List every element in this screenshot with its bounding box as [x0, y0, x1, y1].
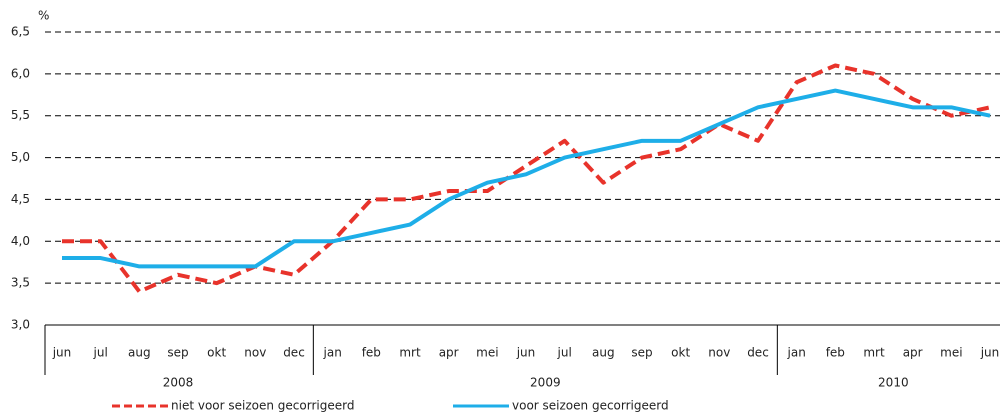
x-tick-label: apr — [439, 346, 459, 360]
x-tick-label: feb — [826, 346, 845, 360]
x-tick-label: nov — [244, 346, 266, 360]
x-tick-label: sep — [167, 346, 188, 360]
x-tick-label: aug — [128, 346, 151, 360]
x-tick-label: jun — [516, 346, 536, 360]
x-tick-label: nov — [708, 346, 730, 360]
y-tick-label: 4,0 — [11, 234, 30, 248]
x-tick-label: jul — [93, 346, 108, 360]
y-tick-label: 5,0 — [11, 150, 30, 164]
x-tick-label: sep — [631, 346, 652, 360]
legend-label: niet voor seizoen gecorrigeerd — [171, 399, 354, 413]
group-label: 2010 — [878, 376, 909, 390]
x-tick-label: jul — [557, 346, 572, 360]
x-tick-label: dec — [747, 346, 769, 360]
legend-label: voor seizoen gecorrigeerd — [512, 399, 669, 413]
y-unit: % — [38, 9, 49, 23]
y-tick-label: 5,5 — [11, 108, 30, 122]
x-tick-label: mei — [940, 346, 962, 360]
series-line — [62, 63, 991, 294]
y-tick-label: 6,0 — [11, 66, 30, 80]
x-tick-label: dec — [283, 346, 305, 360]
y-tick-label: 6,5 — [11, 25, 30, 39]
y-tick-label: 3,5 — [11, 276, 30, 290]
x-tick-label: jun — [980, 346, 1000, 360]
group-label: 2008 — [163, 376, 194, 390]
y-tick-label: 3,0 — [11, 318, 30, 332]
x-tick-label: jan — [323, 346, 342, 360]
x-tick-label: mrt — [863, 346, 885, 360]
group-label: 2009 — [530, 376, 561, 390]
x-tick-label: okt — [207, 346, 226, 360]
x-tick-label: jun — [52, 346, 72, 360]
x-tick-label: okt — [671, 346, 690, 360]
x-tick-label: mrt — [399, 346, 421, 360]
x-tick-label: mei — [476, 346, 498, 360]
x-tick-label: jan — [787, 346, 806, 360]
y-tick-label: 4,5 — [11, 192, 30, 206]
x-tick-label: feb — [362, 346, 381, 360]
series-line — [62, 88, 991, 269]
x-tick-label: apr — [903, 346, 923, 360]
x-tick-label: aug — [592, 346, 615, 360]
